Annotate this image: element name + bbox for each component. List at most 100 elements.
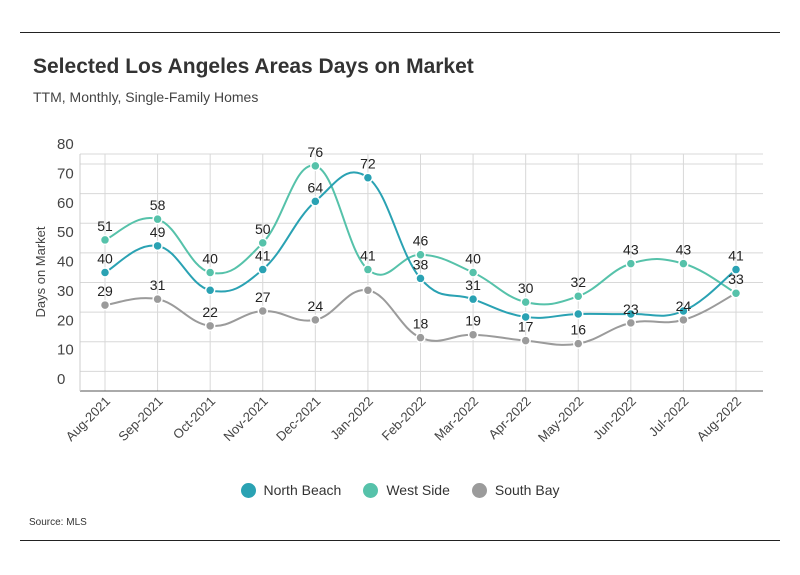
data-label-north-beach: 31 bbox=[465, 277, 481, 293]
data-label-south-bay: 33 bbox=[728, 271, 744, 287]
data-label-north-beach: 64 bbox=[308, 179, 324, 195]
data-label-north-beach: 49 bbox=[150, 224, 166, 240]
y-tick-label: 80 bbox=[57, 136, 74, 153]
data-point-south-bay bbox=[362, 285, 374, 296]
data-label-south-bay: 27 bbox=[255, 289, 271, 305]
data-label-south-bay: 29 bbox=[97, 283, 113, 299]
data-point-north-beach bbox=[257, 264, 268, 275]
x-tick-label: Sep-2021 bbox=[115, 394, 165, 444]
x-tick-label: Aug-2022 bbox=[694, 394, 744, 444]
data-label-south-bay: 17 bbox=[518, 319, 534, 335]
data-point-south-bay bbox=[152, 293, 163, 305]
y-axis-title: Days on Market bbox=[33, 226, 48, 317]
legend-label-west-side: West Side bbox=[386, 482, 450, 498]
data-point-north-beach bbox=[99, 267, 111, 278]
data-point-north-beach bbox=[625, 308, 637, 320]
data-point-west-side bbox=[625, 258, 637, 269]
data-label-west-side: 50 bbox=[255, 221, 271, 237]
data-label-north-beach: 40 bbox=[97, 251, 113, 267]
data-label-south-bay: 24 bbox=[308, 298, 324, 314]
y-tick-label: 30 bbox=[57, 283, 74, 300]
data-label-west-side: 40 bbox=[465, 251, 481, 267]
x-tick-label: Nov-2021 bbox=[220, 394, 270, 444]
data-label-south-bay: 24 bbox=[676, 298, 692, 314]
y-tick-label: 0 bbox=[57, 371, 65, 388]
data-point-south-bay bbox=[625, 317, 637, 329]
data-label-west-side: 46 bbox=[413, 233, 429, 249]
data-point-west-side bbox=[99, 234, 111, 246]
data-label-north-beach: 72 bbox=[360, 156, 376, 172]
legend: North Beach West Side South Bay bbox=[0, 482, 800, 498]
x-tick-label: Oct-2021 bbox=[170, 394, 218, 442]
x-tick-label: Jan-2022 bbox=[327, 394, 376, 443]
legend-item-south-bay: South Bay bbox=[471, 482, 560, 498]
top-rule bbox=[20, 32, 780, 33]
data-point-west-side bbox=[730, 287, 742, 299]
x-tick-label: Aug-2021 bbox=[63, 394, 113, 444]
data-point-north-beach bbox=[152, 240, 163, 252]
data-point-south-bay bbox=[573, 338, 584, 349]
data-point-west-side bbox=[204, 267, 216, 278]
data-point-south-bay bbox=[467, 329, 479, 340]
data-point-north-beach bbox=[730, 264, 742, 275]
data-point-west-side bbox=[310, 160, 321, 172]
legend-swatch-south-bay bbox=[471, 482, 487, 498]
data-label-north-beach: 41 bbox=[728, 248, 744, 264]
legend-item-west-side: West Side bbox=[363, 482, 450, 498]
source-note: Source: MLS bbox=[29, 517, 87, 528]
data-label-south-bay: 19 bbox=[465, 313, 481, 329]
x-tick-label: Feb-2022 bbox=[379, 394, 429, 444]
data-label-west-side: 51 bbox=[97, 218, 113, 234]
data-label-west-side: 41 bbox=[360, 248, 376, 264]
x-tick-label: May-2022 bbox=[535, 394, 586, 445]
y-tick-label: 60 bbox=[57, 195, 74, 212]
data-point-west-side bbox=[678, 258, 689, 269]
y-tick-label: 40 bbox=[57, 254, 74, 271]
data-label-west-side: 76 bbox=[308, 144, 324, 160]
chart-title: Selected Los Angeles Areas Days on Marke… bbox=[33, 55, 474, 78]
data-point-north-beach bbox=[204, 285, 216, 296]
chart-subtitle: TTM, Monthly, Single-Family Homes bbox=[33, 89, 259, 105]
x-tick-label: Apr-2022 bbox=[485, 394, 533, 442]
x-tick-label: Jun-2022 bbox=[590, 394, 639, 443]
data-point-south-bay bbox=[520, 335, 531, 346]
data-point-north-beach bbox=[415, 273, 426, 284]
data-point-west-side bbox=[152, 213, 163, 225]
data-point-south-bay bbox=[99, 299, 111, 311]
data-point-west-side bbox=[573, 290, 584, 302]
data-point-south-bay bbox=[310, 314, 321, 326]
legend-item-north-beach: North Beach bbox=[240, 482, 342, 498]
data-label-west-side: 43 bbox=[623, 242, 639, 258]
data-point-south-bay bbox=[415, 332, 426, 343]
data-point-west-side bbox=[362, 264, 374, 275]
data-point-south-bay bbox=[678, 314, 689, 326]
x-tick-label: Dec-2021 bbox=[273, 394, 323, 444]
data-point-west-side bbox=[415, 249, 426, 260]
y-tick-label: 20 bbox=[57, 312, 74, 329]
data-label-north-beach: 38 bbox=[413, 256, 429, 272]
data-label-west-side: 30 bbox=[518, 280, 534, 296]
data-point-south-bay bbox=[204, 320, 216, 332]
data-label-south-bay: 23 bbox=[623, 301, 639, 317]
data-label-west-side: 43 bbox=[676, 242, 692, 258]
data-label-south-bay: 18 bbox=[413, 316, 429, 332]
data-point-south-bay bbox=[257, 305, 268, 317]
data-point-north-beach bbox=[310, 196, 321, 207]
legend-swatch-west-side bbox=[363, 482, 379, 498]
data-point-north-beach bbox=[678, 305, 689, 317]
legend-swatch-north-beach bbox=[240, 482, 256, 498]
legend-label-south-bay: South Bay bbox=[494, 482, 560, 498]
data-point-north-beach bbox=[520, 311, 531, 323]
data-label-west-side: 58 bbox=[150, 197, 166, 213]
bottom-rule bbox=[20, 540, 780, 541]
y-tick-label: 50 bbox=[57, 224, 74, 241]
data-label-north-beach: 41 bbox=[255, 248, 271, 264]
y-tick-label: 70 bbox=[57, 165, 74, 182]
legend-label-north-beach: North Beach bbox=[263, 482, 342, 498]
data-label-south-bay: 31 bbox=[150, 277, 166, 293]
data-point-west-side bbox=[520, 296, 531, 308]
data-label-south-bay: 22 bbox=[202, 304, 218, 320]
data-point-west-side bbox=[467, 267, 479, 278]
y-tick-label: 10 bbox=[57, 342, 74, 359]
